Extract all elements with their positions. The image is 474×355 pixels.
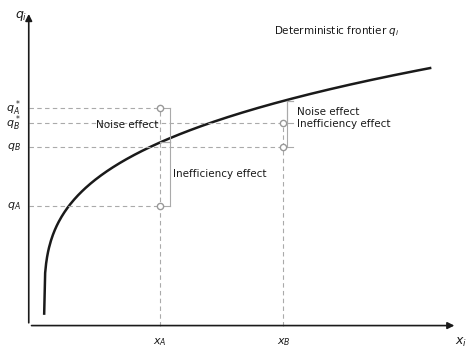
Text: Noise effect: Noise effect bbox=[297, 107, 359, 117]
Text: $x_A$: $x_A$ bbox=[153, 336, 167, 348]
Text: Noise effect: Noise effect bbox=[96, 120, 158, 131]
Text: Deterministic frontier $q_i$: Deterministic frontier $q_i$ bbox=[274, 24, 399, 38]
Text: Inefficiency effect: Inefficiency effect bbox=[173, 169, 267, 179]
Text: $q_B$: $q_B$ bbox=[7, 141, 21, 153]
Text: $q_A^*$: $q_A^*$ bbox=[6, 99, 21, 118]
Text: $q_i$: $q_i$ bbox=[15, 9, 27, 23]
Text: Inefficiency effect: Inefficiency effect bbox=[297, 119, 391, 129]
Text: $x_i$: $x_i$ bbox=[455, 336, 467, 349]
Text: $q_A$: $q_A$ bbox=[7, 200, 21, 212]
Text: $q_B^*$: $q_B^*$ bbox=[6, 114, 21, 133]
Text: $x_B$: $x_B$ bbox=[277, 336, 290, 348]
